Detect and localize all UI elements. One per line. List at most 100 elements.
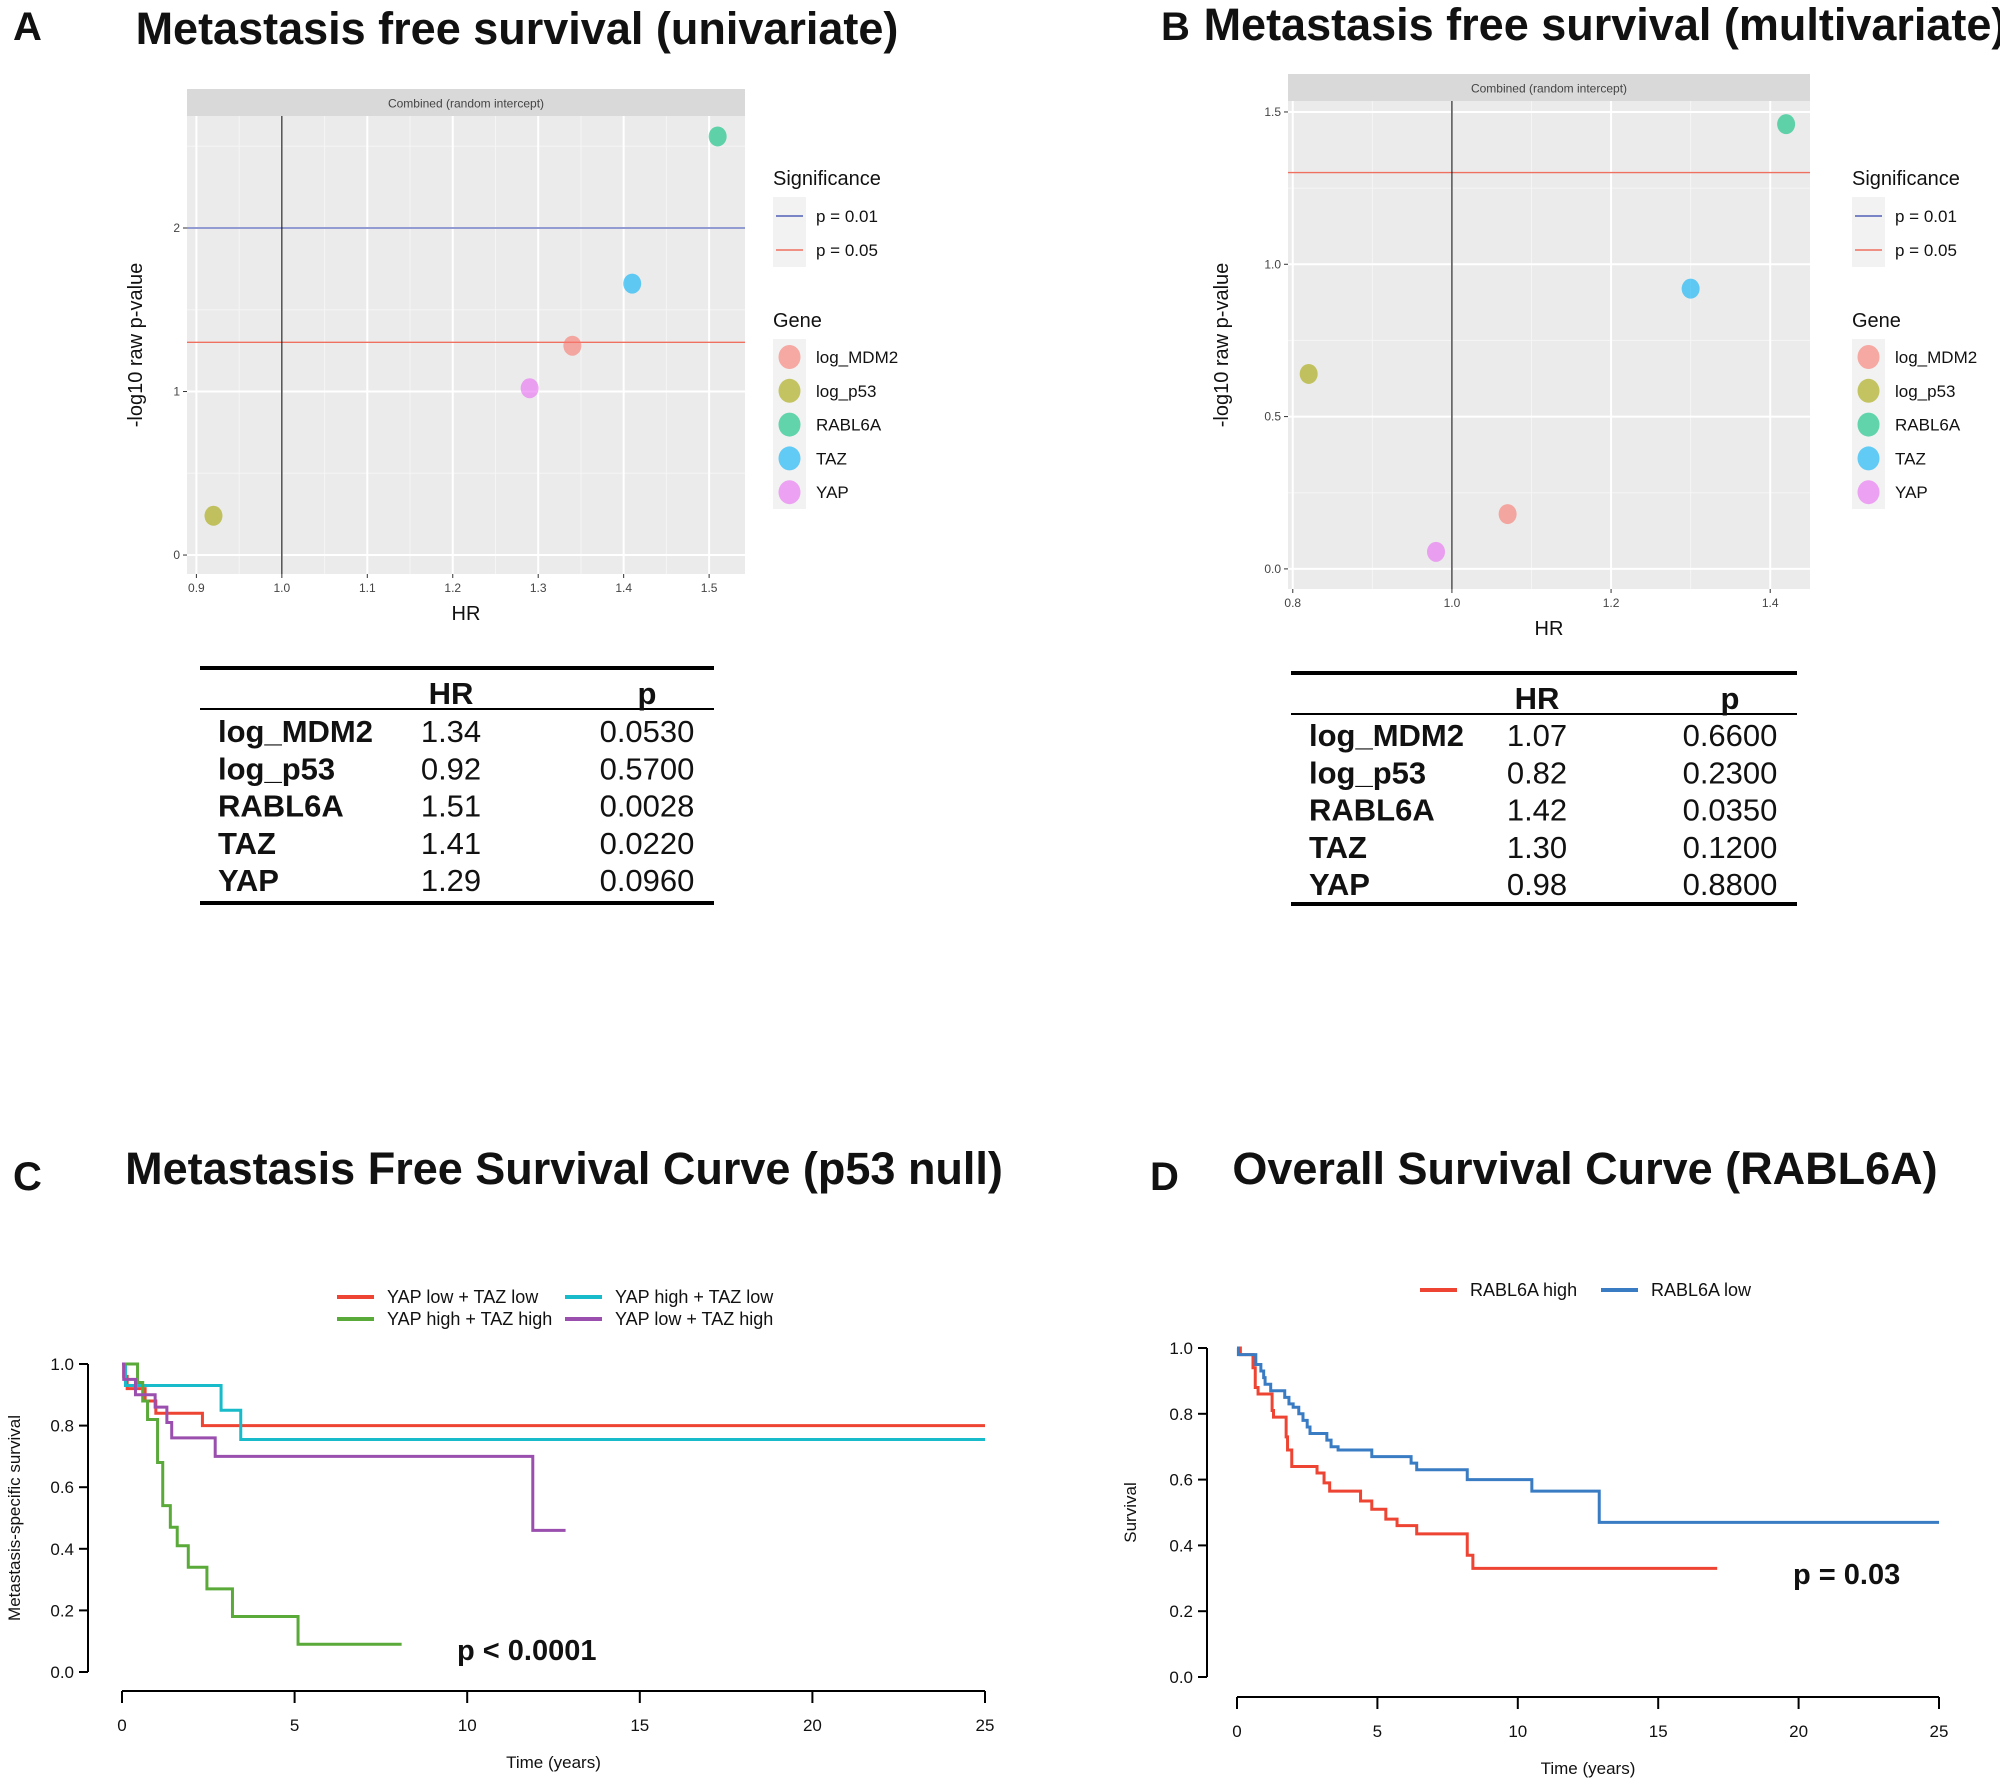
y-tick-label: 0.2	[1169, 1602, 1193, 1621]
table-cell-hr: 1.34	[421, 714, 481, 749]
x-tick-label: 25	[976, 1716, 995, 1735]
x-tick-label: 1.0	[274, 581, 291, 595]
legend-key-rabl6a	[778, 412, 801, 437]
legend-key-log_p53	[778, 378, 801, 403]
data-point-yap	[1427, 541, 1446, 562]
legend-key-log_mdm2	[1857, 345, 1880, 369]
legend-label: YAP high + TAZ high	[387, 1309, 552, 1329]
x-tick-label: 0	[117, 1716, 126, 1735]
legend-label: log_MDM2	[816, 348, 898, 367]
survival-curve-2	[122, 1362, 985, 1441]
x-tick-label: 1.2	[1603, 596, 1620, 610]
table-cell-gene: log_p53	[1309, 755, 1426, 790]
legend-label: p = 0.05	[1895, 241, 1957, 260]
survival-curve-1	[122, 1362, 985, 1428]
legend-label: RABL6A low	[1651, 1280, 1752, 1300]
p-value-annotation: p < 0.0001	[457, 1635, 596, 1667]
legend-label: YAP	[1895, 483, 1928, 502]
panel-label-b: B	[1161, 5, 1190, 49]
y-tick-label: 0.4	[50, 1540, 74, 1559]
legend-title-gene: Gene	[1852, 310, 1901, 332]
legend-label: p = 0.01	[816, 207, 878, 226]
scatter-panel-a: Combined (random intercept) 0.9 1.0 1.1 1.2 1…	[125, 89, 898, 625]
table-row: log_p53 0.92 0.5700	[218, 751, 694, 786]
legend-label: log_p53	[816, 382, 877, 401]
y-tick-label: 1.0	[50, 1355, 74, 1374]
table-cell-hr: 0.82	[1507, 755, 1567, 790]
y-tick-label: 0.6	[50, 1478, 74, 1497]
y-tick-label: 1	[173, 385, 180, 399]
table-cell-hr: 1.07	[1507, 718, 1567, 753]
table-cell-gene: RABL6A	[218, 789, 344, 824]
legend-key-rabl6a	[1857, 412, 1880, 437]
x-tick-label: 1.3	[530, 581, 547, 595]
y-tick-label: 2	[173, 221, 180, 235]
survival-curve-4	[122, 1362, 566, 1532]
legend-label: YAP low + TAZ low	[387, 1287, 539, 1307]
km-panel-d: 0.0 0.2 0.4 0.6 0.8 1.0 0 5 10 15 20 25 Time (years)…	[1121, 1280, 1948, 1778]
legend-key-yap	[778, 480, 801, 505]
y-tick-label: 0.8	[1169, 1405, 1193, 1424]
panel-c-title: Metastasis Free Survival Curve (p53 null…	[125, 1143, 1003, 1194]
legend-label: RABL6A	[1895, 416, 1961, 435]
legend-title-significance: Significance	[773, 168, 881, 190]
legend-label: RABL6A high	[1470, 1280, 1577, 1300]
table-cell-p: 0.0028	[600, 789, 695, 824]
table-column-header: p	[1721, 681, 1740, 716]
data-point-yap	[520, 378, 539, 399]
y-axis-label: -log10 raw p-value	[125, 263, 147, 428]
data-point-log_p53	[1299, 363, 1318, 384]
legend-label: log_p53	[1895, 382, 1956, 401]
panel-label-c: C	[13, 1155, 42, 1199]
data-point-taz	[1681, 278, 1700, 299]
table-row: RABL6A 1.42 0.0350	[1309, 793, 1777, 828]
y-tick-label: 0.4	[1169, 1536, 1193, 1555]
x-tick-label: 20	[1789, 1722, 1808, 1741]
x-tick-label: 0	[1232, 1722, 1241, 1741]
panel-label-d: D	[1150, 1155, 1179, 1199]
y-axis-label: Survival	[1121, 1482, 1140, 1542]
plot-panel	[1288, 101, 1810, 589]
legend-label: p = 0.01	[1895, 207, 1957, 226]
y-tick-label: 0.0	[1264, 562, 1281, 576]
legend-label: YAP	[816, 483, 849, 502]
survival-curve-3	[122, 1362, 402, 1646]
table-cell-gene: TAZ	[218, 826, 276, 861]
x-tick-label: 0.9	[188, 581, 205, 595]
legend-label: TAZ	[816, 449, 847, 468]
legend-label: YAP low + TAZ high	[615, 1309, 773, 1329]
legend-key-log_p53	[1857, 378, 1880, 403]
table-cell-gene: log_MDM2	[1309, 718, 1464, 753]
table-cell-p: 0.0350	[1683, 793, 1778, 828]
table-cell-p: 0.6600	[1683, 718, 1778, 753]
table-column-header: p	[638, 676, 657, 711]
table-cell-hr: 0.92	[421, 751, 481, 786]
x-tick-label: 10	[1508, 1722, 1527, 1741]
table-row: log_p53 0.82 0.2300	[1309, 755, 1777, 790]
x-tick-label: 20	[803, 1716, 822, 1735]
table-cell-p: 0.2300	[1683, 755, 1778, 790]
table-row: RABL6A 1.51 0.0028	[218, 789, 694, 824]
x-axis-label: Time (years)	[506, 1753, 601, 1772]
y-axis-label: -log10 raw p-value	[1211, 263, 1233, 428]
panel-b-title: Metastasis free survival (multivariate)	[1204, 0, 2000, 50]
table-cell-p: 0.5700	[600, 751, 695, 786]
x-tick-label: 0.8	[1284, 596, 1301, 610]
y-tick-label: 0.2	[50, 1601, 74, 1620]
x-tick-label: 15	[1649, 1722, 1668, 1741]
scatter-panel-b: Combined (random intercept) 0.8 1.0 1.2 1.4 0…	[1211, 74, 1977, 640]
legend-key-taz	[778, 446, 801, 471]
legend-title-gene: Gene	[773, 310, 822, 332]
legend-key-bg	[773, 197, 806, 267]
x-tick-label: 1.4	[1762, 596, 1779, 610]
legend-label: YAP high + TAZ low	[615, 1287, 774, 1307]
x-tick-label: 1.5	[701, 581, 718, 595]
y-tick-label: 0.6	[1169, 1471, 1193, 1490]
x-tick-label: 5	[290, 1716, 299, 1735]
legend-key-taz	[1857, 446, 1880, 471]
legend-key-yap	[1857, 480, 1880, 505]
legend-title-significance: Significance	[1852, 168, 1960, 190]
y-tick-label: 0.0	[50, 1663, 74, 1682]
